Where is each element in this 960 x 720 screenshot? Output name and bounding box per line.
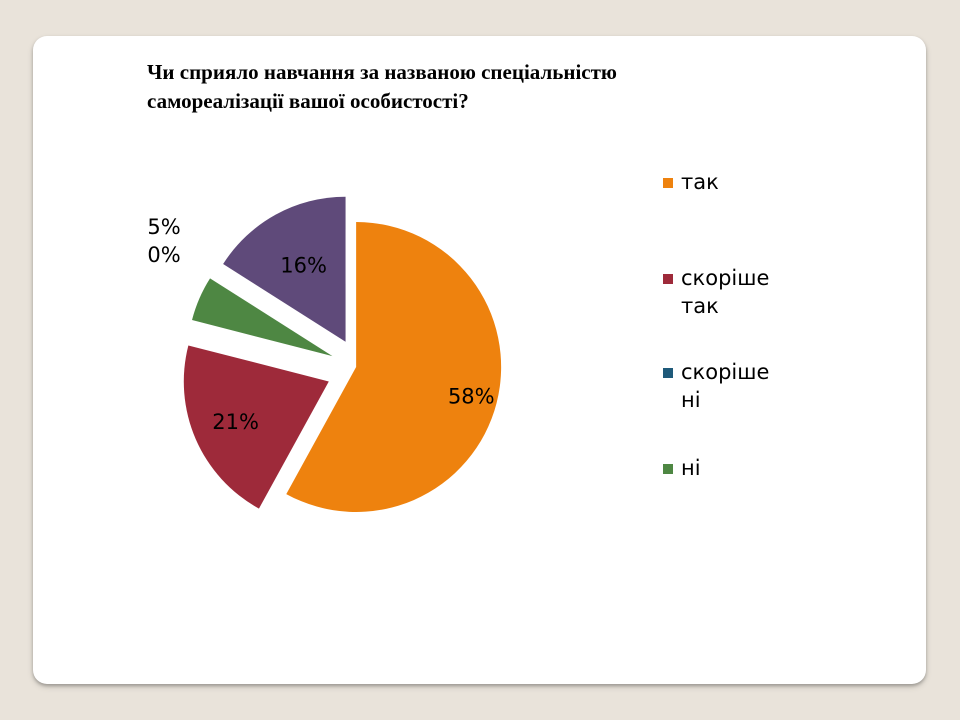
legend-label-line: скоріше — [681, 266, 770, 290]
data-label-ні: 5% — [147, 215, 180, 239]
pie-chart: 58% 21% 0% 5% 16% — [147, 196, 502, 513]
slide: Чи сприяло навчання за названою спеціаль… — [33, 36, 926, 684]
legend-key — [663, 274, 673, 284]
legend-label-line: скоріше — [681, 360, 770, 384]
legend-label: скоріше ні — [681, 358, 801, 414]
legend-label-line: так — [681, 170, 719, 194]
data-label-скоріше-так: 21% — [212, 410, 259, 434]
pie-slice-скоріше-так — [183, 345, 329, 509]
legend-label: так — [681, 168, 801, 196]
legend-label: ні — [681, 454, 801, 482]
legend-label-line: ні — [681, 388, 701, 412]
legend-label-line: ні — [681, 456, 701, 480]
chart-title: Чи сприяло навчання за названою спеціаль… — [147, 58, 747, 116]
legend-key — [663, 464, 673, 474]
pie-slice-unnamed — [223, 196, 346, 342]
chart-title-line-1: Чи сприяло навчання за названою спеціаль… — [147, 60, 617, 84]
legend-key — [663, 368, 673, 378]
pie-slice-так — [286, 222, 502, 513]
legend-key — [663, 178, 673, 188]
data-label-так: 58% — [448, 385, 495, 409]
legend-label: скоріше так — [681, 264, 801, 320]
chart-title-line-2: самореалізації вашої особистості? — [147, 89, 469, 113]
legend-label-line: так — [681, 294, 719, 318]
data-label-скоріше-ні: 0% — [147, 243, 180, 267]
pie-slice-ні — [192, 278, 333, 357]
data-label-unnamed: 16% — [280, 253, 327, 277]
